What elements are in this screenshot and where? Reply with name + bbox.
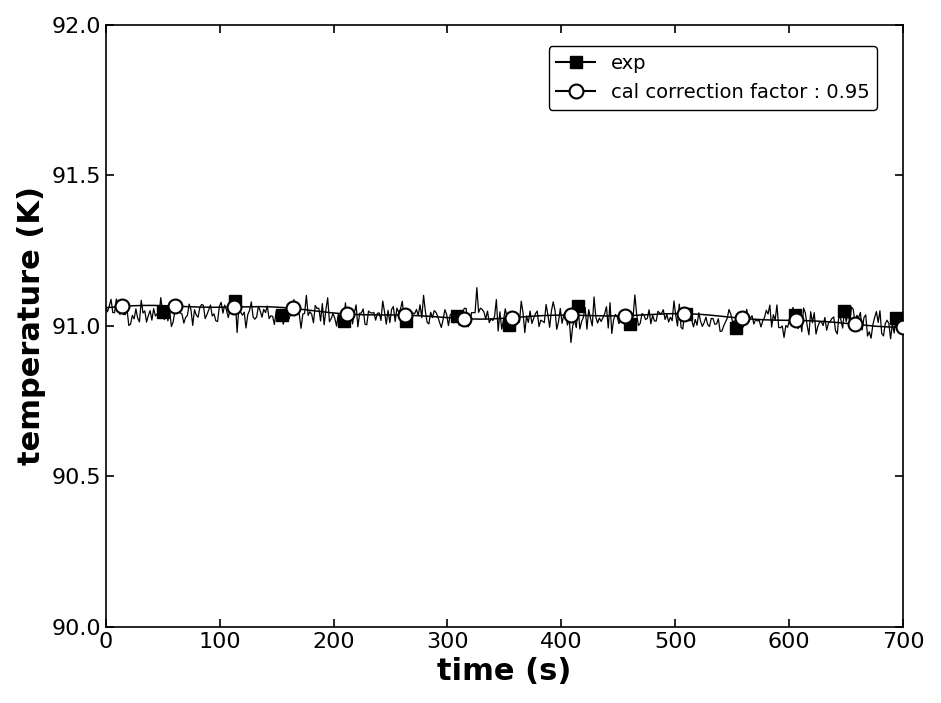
X-axis label: time (s): time (s) <box>438 657 571 686</box>
Y-axis label: temperature (K): temperature (K) <box>17 186 46 465</box>
Legend: exp, cal correction factor : 0.95: exp, cal correction factor : 0.95 <box>549 46 877 110</box>
